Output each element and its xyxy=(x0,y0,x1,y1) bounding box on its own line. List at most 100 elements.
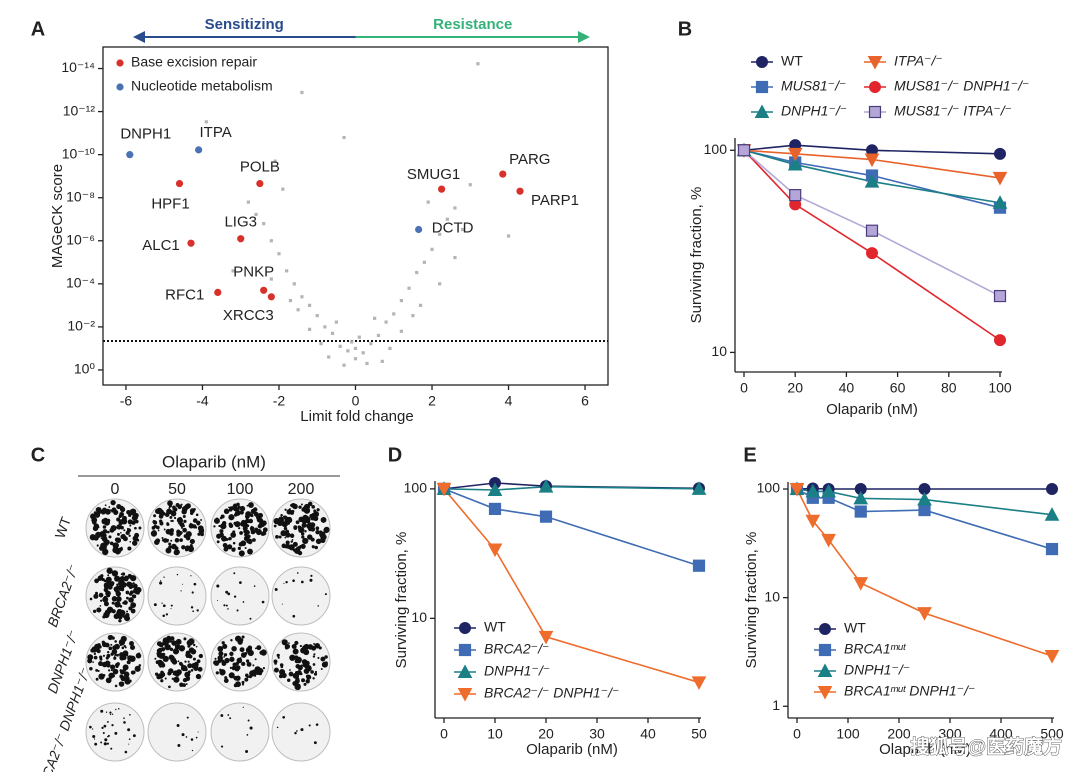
colony xyxy=(303,682,307,686)
x-tick-label: 4 xyxy=(505,393,513,409)
colony xyxy=(198,653,203,659)
data-point xyxy=(1046,483,1058,496)
colony xyxy=(276,726,279,729)
background-point xyxy=(453,255,457,260)
colony xyxy=(93,518,97,521)
colony xyxy=(291,503,293,506)
y-tick-label: 10⁻⁴ xyxy=(66,275,95,291)
colony xyxy=(110,643,113,646)
colony xyxy=(227,538,230,541)
colony xyxy=(274,588,278,591)
data-point xyxy=(853,577,869,591)
colony xyxy=(215,671,219,675)
colony xyxy=(324,655,328,659)
colony xyxy=(223,656,225,658)
colony xyxy=(116,662,120,666)
colony xyxy=(192,610,195,613)
background-point xyxy=(231,269,235,273)
colony xyxy=(132,514,138,521)
column-label: 50 xyxy=(168,481,186,498)
colony xyxy=(237,546,241,550)
direction-label: Resistance xyxy=(433,16,512,33)
colony xyxy=(109,713,112,716)
arrow-head xyxy=(578,31,590,43)
colony xyxy=(294,655,299,660)
colony xyxy=(98,592,104,598)
colony xyxy=(284,508,287,511)
data-point xyxy=(864,153,880,168)
colony xyxy=(245,750,249,753)
background-point xyxy=(506,234,511,238)
colony xyxy=(105,656,109,660)
colony xyxy=(294,547,301,554)
colony xyxy=(106,567,113,574)
colony xyxy=(249,617,252,620)
colony xyxy=(128,574,134,580)
colony xyxy=(90,648,95,653)
colony xyxy=(87,658,93,664)
colony xyxy=(120,587,125,592)
colony xyxy=(181,545,186,550)
colony-plate xyxy=(147,566,207,626)
colony xyxy=(112,668,119,675)
background-point xyxy=(281,187,285,191)
colony xyxy=(262,666,266,670)
colony xyxy=(290,503,296,508)
legend-label: WT xyxy=(484,619,506,635)
colony xyxy=(119,652,125,658)
data-point xyxy=(260,286,268,294)
background-point xyxy=(273,159,277,163)
colony xyxy=(217,599,219,601)
colony xyxy=(154,539,160,545)
row-label: BRCA2⁻/⁻ xyxy=(44,562,81,629)
colony xyxy=(282,524,285,526)
colony xyxy=(261,600,265,604)
colony xyxy=(306,674,312,680)
colony xyxy=(119,644,122,647)
y-tick-label: 10 xyxy=(711,343,727,359)
colony xyxy=(244,519,249,524)
colony xyxy=(214,657,217,660)
colony xyxy=(245,530,249,534)
colony xyxy=(213,517,220,524)
colony xyxy=(278,521,281,524)
background-point xyxy=(246,200,250,204)
colony xyxy=(119,511,125,517)
colony xyxy=(299,545,302,548)
colony xyxy=(221,661,227,666)
colony xyxy=(103,601,109,607)
colony xyxy=(92,661,94,663)
colony xyxy=(168,507,171,509)
colony xyxy=(241,683,245,686)
colony xyxy=(222,542,228,548)
colony-plate xyxy=(147,632,207,692)
colony xyxy=(301,522,307,528)
colony xyxy=(273,517,280,525)
colony xyxy=(289,654,296,661)
x-tick-label: 100 xyxy=(836,726,860,742)
colony xyxy=(312,663,316,666)
legend-marker xyxy=(817,686,833,700)
colony xyxy=(236,609,239,612)
colony xyxy=(291,643,297,650)
colony xyxy=(163,576,165,578)
data-point xyxy=(917,491,932,506)
colony xyxy=(279,518,284,523)
colony xyxy=(246,524,250,528)
colony xyxy=(232,541,236,545)
background-point xyxy=(388,346,392,351)
colony xyxy=(294,683,301,691)
legend-label: MUS81⁻/⁻ ITPA⁻/⁻ xyxy=(894,103,1012,119)
colony xyxy=(253,585,256,587)
colony xyxy=(222,643,228,649)
colony xyxy=(185,683,188,685)
colony xyxy=(184,548,189,552)
colony xyxy=(103,533,107,538)
colony xyxy=(111,510,114,513)
colony xyxy=(174,643,181,650)
colony xyxy=(300,728,304,732)
legend-label: ITPA⁻/⁻ xyxy=(894,53,943,69)
colony xyxy=(110,509,112,511)
y-tick-label: 10⁻⁶ xyxy=(66,231,95,247)
colony xyxy=(123,671,130,678)
